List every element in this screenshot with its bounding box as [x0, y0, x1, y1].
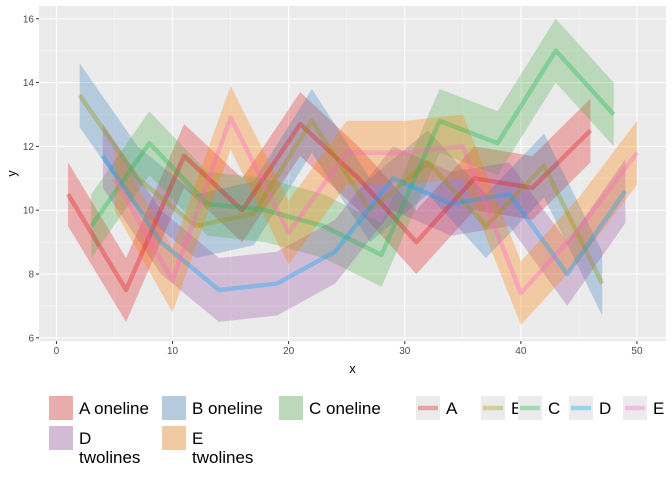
line-series-e: [112, 115, 639, 296]
x-tick-label: 10: [167, 346, 179, 357]
y-tick-label: 14: [23, 78, 35, 89]
plot-background: [39, 6, 666, 341]
line-series-b: [77, 94, 605, 285]
y-axis-title: y: [5, 170, 19, 177]
legend-key-bg-d: [49, 426, 73, 450]
legend-ribbons: A oneline B oneline C onelineDtwolinesEtwo…: [49, 396, 381, 467]
y-tick-label: 16: [23, 14, 35, 25]
legend-line-label-d: D: [599, 399, 611, 418]
legend-line-key-bg-c: [518, 396, 542, 420]
ribbon-c: [91, 18, 614, 287]
x-axis-title: x: [349, 362, 356, 376]
legend-label-d-line1: D: [79, 429, 91, 448]
grid-major: [39, 6, 666, 341]
legend-label-d-line2: twolines: [79, 448, 140, 467]
ribbon-e: [114, 85, 637, 326]
legend-label-c: C oneline: [309, 399, 381, 418]
legend-label-e-line1: E: [192, 429, 203, 448]
legend-label-a: A oneline: [79, 399, 149, 418]
x-tick-label: 40: [515, 346, 527, 357]
legend-line-label-b: B: [511, 399, 522, 418]
legend-key-bg-b: [162, 396, 186, 420]
legend-key-c: [279, 396, 303, 420]
x-tick-label: 30: [399, 346, 411, 357]
y-tick-label: 12: [23, 142, 35, 153]
x-tick-label: 20: [283, 346, 295, 357]
y-tick-label: 6: [28, 333, 34, 344]
legend-line-key-bg-b: [481, 396, 505, 420]
legend-lines: A B C D E: [416, 396, 664, 420]
x-tick-label: 50: [631, 346, 643, 357]
ribbons-layer: [68, 18, 637, 326]
x-tick-label: 0: [54, 346, 60, 357]
legend-line-label-a: A: [446, 399, 458, 418]
lines-layer: [66, 48, 639, 296]
legend-key-b: [162, 396, 186, 420]
legend-key-bg-c: [279, 396, 303, 420]
ribbon-d: [102, 124, 626, 322]
legend-line-key-bg-d: [569, 396, 593, 420]
line-series-a: [66, 121, 593, 293]
legend-line-key-bg-a: [416, 396, 440, 420]
legend-key-bg-e: [162, 426, 186, 450]
ribbon-a: [68, 92, 591, 322]
grid-minor: [39, 6, 666, 341]
legend-line-label-c: C: [548, 399, 560, 418]
ribbon-b: [79, 63, 603, 316]
line-series-d: [100, 154, 628, 293]
legend-label-e-line2: twolines: [192, 448, 253, 467]
legend-key-e: [162, 426, 186, 450]
y-axis: 6 8 10 12 14 16: [23, 14, 39, 344]
x-axis: 0 10 20 30 40 50: [54, 341, 643, 357]
legend-label-b: B oneline: [192, 399, 263, 418]
y-tick-label: 8: [28, 270, 34, 281]
legend-key-bg-a: [49, 396, 73, 420]
y-tick-label: 10: [23, 206, 35, 217]
line-series-c: [89, 48, 616, 258]
legend-key-d: [49, 426, 73, 450]
legend-line-label-e: E: [653, 399, 664, 418]
legend-line-key-bg-e: [623, 396, 647, 420]
legend-key-a: [49, 396, 73, 420]
